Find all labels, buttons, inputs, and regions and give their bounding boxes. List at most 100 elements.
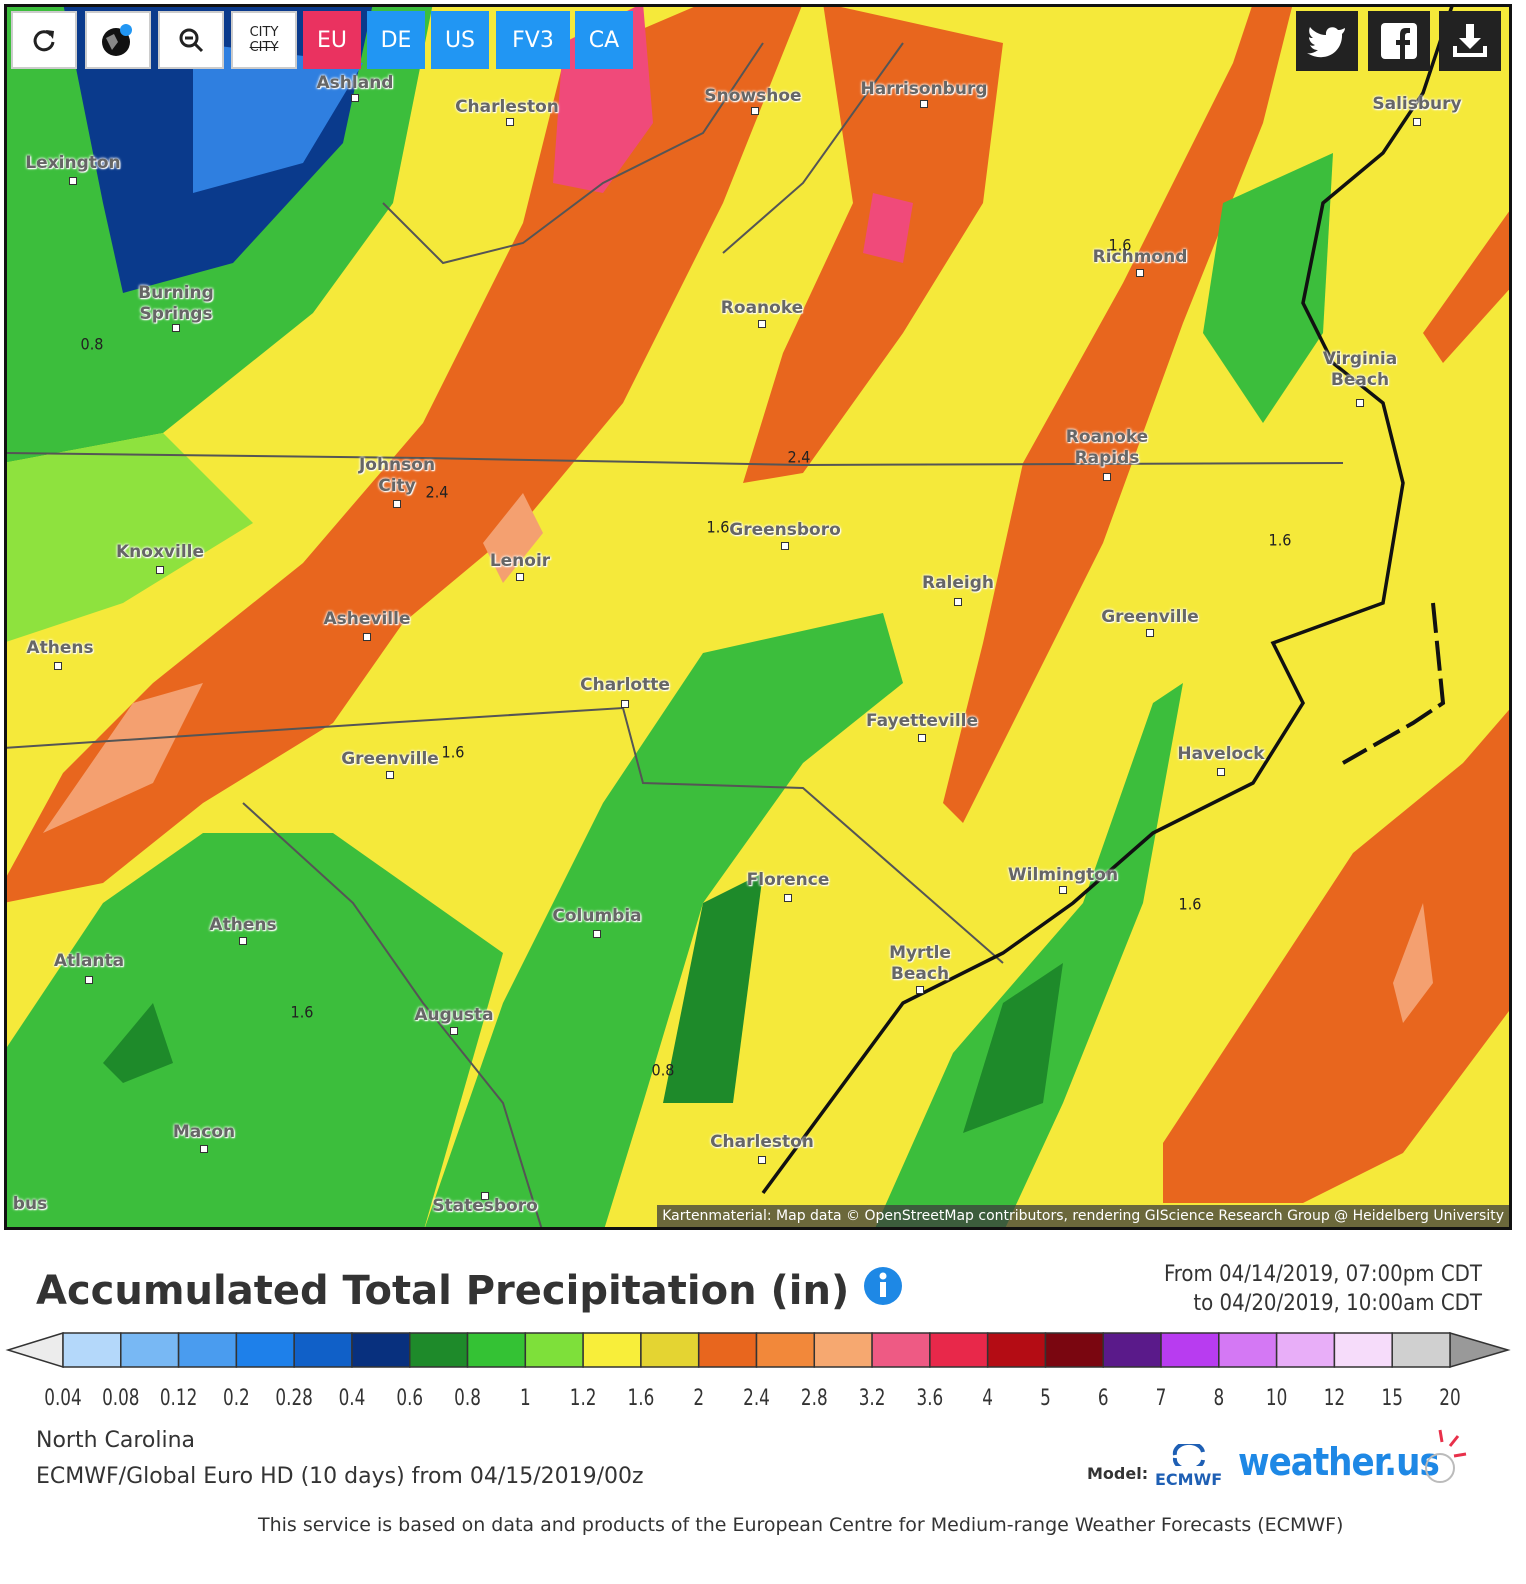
info-icon[interactable]	[863, 1266, 903, 1306]
twitter-button[interactable]	[1296, 11, 1358, 71]
legend-swatch	[177, 1332, 238, 1368]
city-label: Salisbury	[1372, 94, 1462, 114]
city-marker	[1356, 399, 1364, 407]
city-marker	[916, 986, 924, 994]
city-label: Athens	[26, 638, 94, 658]
city-marker	[516, 573, 524, 581]
city-marker	[393, 500, 401, 508]
model-button[interactable]: DE	[367, 11, 425, 69]
legend-swatch	[986, 1332, 1047, 1368]
legend-swatch	[1160, 1332, 1220, 1368]
legend-label: 2.8	[801, 1385, 828, 1411]
legend-swatch	[1102, 1332, 1162, 1368]
download-button[interactable]	[1439, 11, 1501, 71]
city-label: Richmond	[1092, 247, 1188, 267]
city-marker	[351, 94, 359, 102]
city-marker	[506, 118, 514, 126]
facebook-button[interactable]	[1368, 11, 1430, 71]
city-label: Columbia	[552, 906, 642, 926]
city-label: Fayetteville	[865, 711, 979, 731]
legend-label: 0.2	[223, 1385, 250, 1411]
city-marker	[85, 976, 93, 984]
legend-swatch	[120, 1332, 180, 1368]
city-marker	[1146, 629, 1154, 637]
city-marker	[363, 633, 371, 641]
contour-label: 1.6	[1178, 894, 1202, 914]
legend-swatch	[62, 1332, 122, 1368]
legend-label: 0.6	[396, 1385, 423, 1411]
legend-swatch	[813, 1332, 873, 1368]
legend-swatch	[524, 1332, 584, 1368]
legend-label: 6	[1098, 1385, 1109, 1411]
city-marker	[450, 1027, 458, 1035]
city-marker	[172, 324, 180, 332]
legend-label: 7	[1156, 1385, 1167, 1411]
city-marker	[69, 177, 77, 185]
title-text: Accumulated Total Precipitation (in)	[36, 1268, 850, 1314]
city-marker	[1103, 473, 1111, 481]
refresh-button[interactable]	[11, 11, 77, 69]
legend-swatch	[1391, 1332, 1451, 1368]
city-label: Havelock	[1177, 744, 1265, 764]
model-button[interactable]: US	[431, 11, 489, 69]
legend-label: 1	[520, 1385, 531, 1411]
legend-swatch	[409, 1332, 469, 1368]
contour-label: 0.8	[80, 334, 104, 354]
zoom-out-button[interactable]	[158, 11, 224, 69]
city-label: Myrtle Beach	[889, 943, 951, 984]
city-marker	[751, 107, 759, 115]
contour-label: 0.8	[651, 1060, 675, 1080]
contour-label: 2.4	[787, 447, 811, 467]
legend-label: 0.12	[160, 1385, 197, 1411]
city-toggle[interactable]: CITY CITY	[231, 11, 297, 69]
legend-swatch	[755, 1332, 816, 1368]
legend-label: 5	[1040, 1385, 1051, 1411]
city-label: Athens	[209, 915, 277, 935]
city-label: Statesboro	[432, 1196, 538, 1216]
legend-label: 4	[982, 1385, 993, 1411]
city-toggle-label-off: CITY	[249, 40, 279, 55]
legend-label: 0.28	[275, 1385, 312, 1411]
city-marker	[481, 1192, 489, 1200]
city-marker	[1413, 118, 1421, 126]
date-from: From 04/14/2019, 07:00pm CDT	[1163, 1262, 1482, 1287]
city-marker	[920, 100, 928, 108]
legend-label: 3.6	[917, 1385, 944, 1411]
city-label: Roanoke	[720, 298, 804, 318]
legend-label: 20	[1439, 1385, 1460, 1411]
disclaimer: This service is based on data and produc…	[258, 1514, 1344, 1536]
city-marker	[386, 771, 394, 779]
legend-swatch	[293, 1332, 353, 1368]
brand[interactable]: weather.us	[1238, 1440, 1440, 1484]
city-label: Charleston	[455, 97, 559, 117]
model-button[interactable]: FV3	[496, 11, 570, 69]
model-button[interactable]: EU	[303, 11, 361, 69]
region: North Carolina	[36, 1428, 196, 1453]
legend-label: 1.2	[570, 1385, 597, 1411]
ecmwf-text: ECMWF	[1155, 1470, 1223, 1489]
map[interactable]: Kartenmaterial: Map data © OpenStreetMap…	[4, 4, 1512, 1230]
city-label: Augusta	[414, 1005, 494, 1025]
city-marker	[239, 937, 247, 945]
legend-swatch	[1044, 1332, 1105, 1368]
city-label: Greenville	[341, 749, 439, 769]
city-label: Wilmington	[1007, 865, 1119, 885]
city-marker	[758, 1156, 766, 1164]
city-label: Knoxville	[115, 542, 205, 562]
ecmwf-logo: ECMWF	[1155, 1440, 1223, 1489]
legend-label: 15	[1382, 1385, 1403, 1411]
legend-label: 0.04	[44, 1385, 81, 1411]
legend-swatch	[697, 1332, 758, 1368]
contour-label: 1.6	[290, 1002, 314, 1022]
legend: 0.04 0.08 0.12 0.2 0.28 0.4 0.6 0.8 1 1.2 1.6 2 2.4 2…	[5, 1331, 1511, 1411]
city-label: Charlotte	[580, 675, 670, 695]
legend-label: 10	[1266, 1385, 1287, 1411]
globe-button[interactable]	[85, 11, 151, 69]
legend-swatch	[1333, 1332, 1393, 1368]
contour-label: 1.6	[441, 742, 465, 762]
model-button[interactable]: CA	[575, 11, 633, 69]
city-marker	[1217, 768, 1225, 776]
legend-swatch	[235, 1332, 295, 1368]
chart-title: Accumulated Total Precipitation (in)	[36, 1266, 903, 1314]
